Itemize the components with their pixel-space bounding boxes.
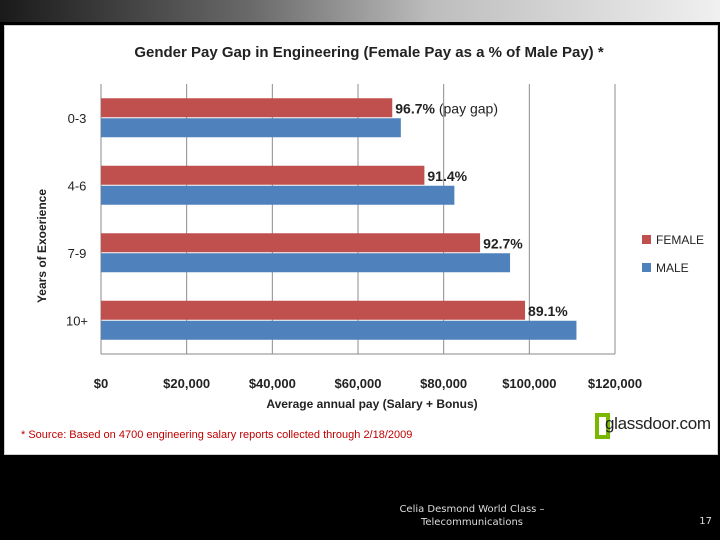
bar-female xyxy=(101,98,393,118)
y-tick-label: 4-6 xyxy=(68,178,87,193)
chart: Gender Pay Gap in Engineering (Female Pa… xyxy=(21,44,704,441)
chart-panel: Gender Pay Gap in Engineering (Female Pa… xyxy=(4,25,718,455)
source-note: * Source: Based on 4700 engineering sala… xyxy=(21,429,412,441)
glassdoor-logo-icon xyxy=(595,413,610,439)
x-tick-label: $60,000 xyxy=(335,376,382,391)
footer-line-2: Telecommunications xyxy=(420,517,524,528)
y-tick-label: 10+ xyxy=(66,313,88,328)
data-label: 89.1% xyxy=(528,303,568,319)
x-axis-label: Average annual pay (Salary + Bonus) xyxy=(266,397,477,411)
source-url[interactable]: http://www.glassdoor.com/blog/engineerin… xyxy=(8,475,567,506)
bar-male xyxy=(101,118,401,138)
bar-female xyxy=(101,233,481,253)
y-axis-label: Years of Exoerience xyxy=(35,189,49,303)
y-tick-label: 7-9 xyxy=(68,246,87,261)
legend-swatch xyxy=(642,235,651,244)
footer-text: Celia Desmond World Class – Telecommunic… xyxy=(372,503,572,529)
data-label: 92.7% xyxy=(483,235,523,251)
bar-male xyxy=(101,185,455,205)
x-tick-label: $40,000 xyxy=(249,376,296,391)
legend-label: MALE xyxy=(656,261,689,275)
bar-male xyxy=(101,253,511,273)
title-bar xyxy=(0,0,720,22)
logo-text: glassdoor.com xyxy=(605,414,711,433)
legend-label: FEMALE xyxy=(656,233,704,247)
bar-male xyxy=(101,320,577,340)
x-tick-label: $80,000 xyxy=(420,376,467,391)
page-number: 17 xyxy=(699,516,712,527)
x-tick-label: $0 xyxy=(94,376,108,391)
chart-title: Gender Pay Gap in Engineering (Female Pa… xyxy=(134,44,603,61)
y-tick-label: 0-3 xyxy=(68,111,87,126)
data-label-note: (pay gap) xyxy=(435,100,498,116)
bar-female xyxy=(101,165,425,185)
data-label: 91.4% xyxy=(427,168,467,184)
x-tick-label: $100,000 xyxy=(502,376,556,391)
legend-swatch xyxy=(642,263,651,272)
x-tick-label: $120,000 xyxy=(588,376,642,391)
footer-line-1: Celia Desmond World Class – xyxy=(399,504,545,515)
x-tick-label: $20,000 xyxy=(163,376,210,391)
glassdoor-logo: glassdoor.com xyxy=(589,411,719,445)
bar-female xyxy=(101,300,526,320)
data-label: 96.7% (pay gap) xyxy=(395,100,498,116)
